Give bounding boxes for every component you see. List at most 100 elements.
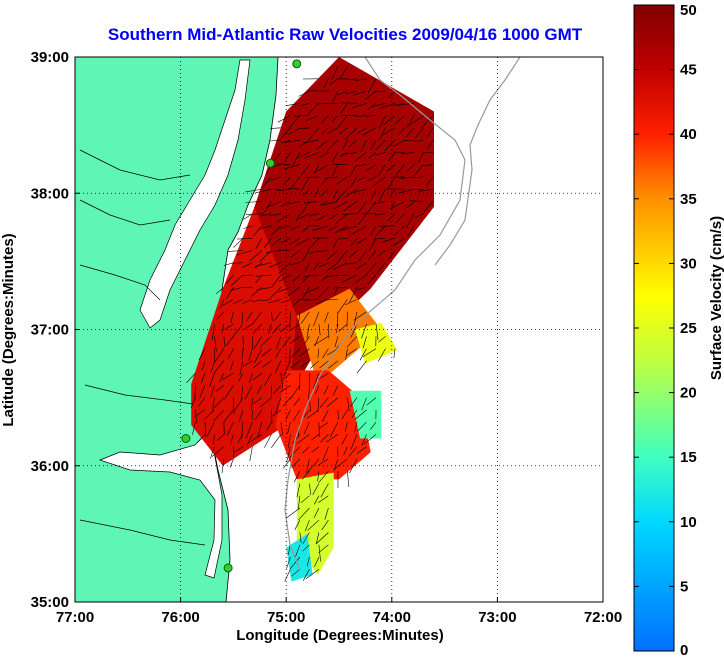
velocity-arrow-119 <box>351 409 358 418</box>
velocity-arrow-202 <box>322 348 329 359</box>
velocity-arrow-400 <box>262 201 272 215</box>
velocity-arrow-165 <box>252 372 263 381</box>
velocity-arrow-409 <box>343 201 358 212</box>
velocity-arrow-253 <box>273 311 282 322</box>
velocity-arrow-481 <box>341 152 358 155</box>
velocity-arrow-267 <box>251 299 262 303</box>
velocity-arrow-484 <box>375 152 386 156</box>
x-tick-label-0: 77:00 <box>56 609 94 626</box>
river-4 <box>84 384 201 406</box>
velocity-arrow-365 <box>270 225 282 236</box>
velocity-arrow-23 <box>313 507 320 518</box>
velocity-arrow-539 <box>421 115 434 129</box>
chart-title: Southern Mid-Atlantic Raw Velocities 200… <box>108 25 583 44</box>
velocity-arrow-375 <box>370 225 377 235</box>
velocity-arrow-398 <box>414 213 424 219</box>
velocity-arrow-527 <box>305 115 320 121</box>
velocity-arrow-220 <box>303 336 310 345</box>
velocity-arrow-349 <box>281 237 291 244</box>
velocity-region-5 <box>349 390 382 439</box>
velocity-arrow-250 <box>246 311 253 322</box>
velocity-arrow-304 <box>321 274 329 282</box>
velocity-arrow-439 <box>282 176 291 186</box>
velocity-arrow-388 <box>315 213 329 221</box>
velocity-arrow-425 <box>320 188 329 197</box>
velocity-arrow-524 <box>277 115 291 123</box>
velocity-arrow-219 <box>289 336 301 345</box>
velocity-arrow-542 <box>307 103 320 115</box>
velocity-arrow-129 <box>253 397 263 405</box>
velocity-arrow-354 <box>333 238 339 248</box>
velocity-arrow-83 <box>204 422 206 437</box>
velocity-arrow-19 <box>307 519 320 531</box>
radar-station-3 <box>223 563 233 573</box>
velocity-arrow-407 <box>322 201 338 206</box>
velocity-arrow-561 <box>373 90 386 93</box>
velocity-arrow-468 <box>386 164 396 172</box>
velocity-arrow-118 <box>341 409 348 420</box>
velocity-arrow-55 <box>288 446 301 459</box>
velocity-arrow-188 <box>356 360 367 374</box>
velocity-arrow-49 <box>210 446 215 459</box>
velocity-arrow-152 <box>280 385 291 393</box>
velocity-arrow-47 <box>333 458 348 470</box>
velocity-arrow-348 <box>272 237 282 246</box>
velocity-arrow-252 <box>271 311 273 321</box>
velocity-arrow-535 <box>383 115 396 126</box>
velocity-arrow-476 <box>297 152 310 159</box>
velocity-arrow-209 <box>393 348 396 359</box>
velocity-arrow-514 <box>338 127 348 135</box>
velocity-arrow-341 <box>368 250 377 261</box>
velocity-arrow-58 <box>322 446 329 462</box>
velocity-arrow-547 <box>351 103 367 109</box>
velocity-arrow-178 <box>242 360 253 367</box>
velocity-arrow-492 <box>284 139 300 143</box>
velocity-arrow-351 <box>294 237 310 247</box>
velocity-arrow-183 <box>290 360 301 369</box>
velocity-arrow-453 <box>413 176 424 178</box>
velocity-arrow-212 <box>225 336 234 346</box>
velocity-arrow-106 <box>223 409 234 423</box>
velocity-arrow-518 <box>378 127 386 141</box>
velocity-arrow-166 <box>264 372 272 386</box>
velocity-arrow-16 <box>315 532 329 545</box>
velocity-arrow-315 <box>269 262 282 268</box>
velocity-arrow-89 <box>257 422 263 438</box>
velocity-arrow-374 <box>351 225 367 235</box>
velocity-arrow-269 <box>268 299 281 304</box>
velocity-arrow-559 <box>352 90 367 96</box>
colorbar-label: Surface Velocity (cm/s) <box>708 216 724 380</box>
velocity-arrow-140 <box>361 397 367 411</box>
velocity-arrow-421 <box>277 188 291 192</box>
velocity-arrow-235 <box>268 323 272 334</box>
velocity-arrow-17 <box>294 520 301 530</box>
velocity-arrow-458 <box>284 164 300 169</box>
velocity-arrow-469 <box>395 164 405 176</box>
velocity-arrow-273 <box>305 299 319 301</box>
velocity-arrow-311 <box>232 262 243 264</box>
velocity-arrow-141 <box>366 397 377 406</box>
velocity-arrow-237 <box>279 323 291 333</box>
velocity-arrow-540 <box>285 103 300 106</box>
velocity-arrow-328 <box>236 250 253 256</box>
velocity-arrow-536 <box>394 115 405 125</box>
velocity-arrow-72 <box>287 434 291 449</box>
x-axis-label: Longitude (Degrees:Minutes) <box>236 627 444 644</box>
velocity-arrow-32 <box>320 483 329 498</box>
velocity-arrow-464 <box>349 164 358 178</box>
velocity-arrow-312 <box>242 262 253 268</box>
velocity-arrow-182 <box>283 360 291 377</box>
velocity-arrow-357 <box>356 237 367 244</box>
velocity-arrow-329 <box>249 250 263 262</box>
y-axis-label: Latitude (Degrees:Minutes) <box>0 233 17 426</box>
velocity-arrow-12 <box>318 544 329 553</box>
velocity-arrow-383 <box>269 213 281 216</box>
velocity-arrow-430 <box>370 189 377 201</box>
x-tick-label-1: 76:00 <box>161 609 199 626</box>
velocity-arrow-454 <box>426 176 434 186</box>
velocity-arrow-501 <box>375 139 386 150</box>
velocity-arrow-56 <box>302 446 310 454</box>
velocity-arrow-541 <box>299 103 310 107</box>
velocity-arrow-4 <box>286 556 291 569</box>
velocity-arrow-162 <box>222 372 234 381</box>
